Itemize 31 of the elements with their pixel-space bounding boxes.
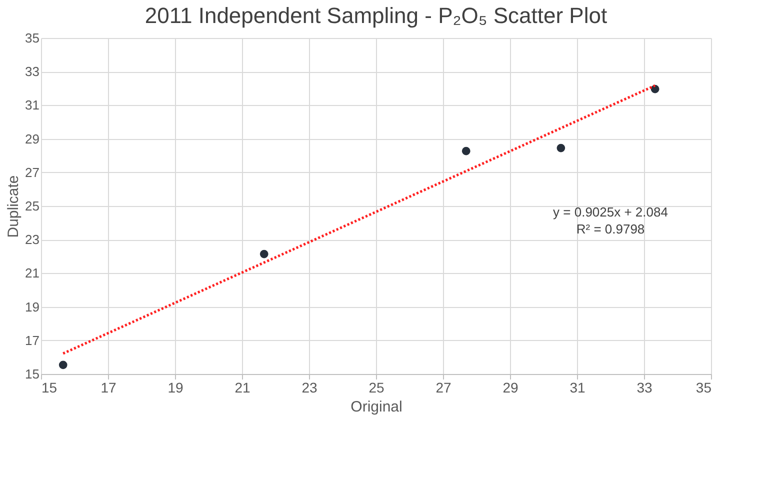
y-tick-label: 19 bbox=[25, 299, 40, 314]
y-tick-label: 21 bbox=[25, 266, 40, 281]
point bbox=[58, 360, 68, 370]
annotation: y = 0.9025x + 2.084 bbox=[553, 204, 668, 220]
x-tick-label: 21 bbox=[234, 380, 250, 396]
x-tick-label: 31 bbox=[570, 380, 586, 396]
x-tick-label: 29 bbox=[502, 380, 518, 396]
y-tick-label: 25 bbox=[25, 198, 40, 214]
x-tick-label: 23 bbox=[302, 380, 318, 396]
x-axis-title: Original bbox=[350, 398, 402, 416]
annotation: R² = 0.9798 bbox=[576, 222, 645, 237]
y-tick-label: 15 bbox=[25, 366, 40, 382]
x-tick-label: 17 bbox=[100, 380, 116, 396]
y-axis-title: Duplicate bbox=[5, 175, 22, 238]
y-tick-label: 23 bbox=[25, 232, 40, 248]
y-tick-label: 35 bbox=[25, 30, 40, 46]
point bbox=[462, 146, 470, 156]
y-tick-label: 17 bbox=[25, 332, 40, 348]
y-tick-label: 27 bbox=[25, 164, 40, 180]
x-tick-label: 15 bbox=[42, 380, 58, 396]
chart-title: 2011 Independent Sampling - P₂O₅ Scatter Plot bbox=[144, 3, 608, 28]
y-tick-label: 31 bbox=[25, 98, 40, 113]
x-tick-label: 25 bbox=[368, 380, 384, 396]
x-tick-label: 35 bbox=[696, 380, 712, 396]
y-tick-label: 33 bbox=[25, 64, 40, 80]
point bbox=[556, 144, 566, 152]
x-tick-label: 27 bbox=[436, 380, 452, 396]
x-tick-label: 33 bbox=[636, 380, 652, 396]
x-tick-label: 19 bbox=[168, 380, 184, 396]
point bbox=[260, 250, 268, 258]
y-tick-label: 29 bbox=[25, 131, 40, 146]
